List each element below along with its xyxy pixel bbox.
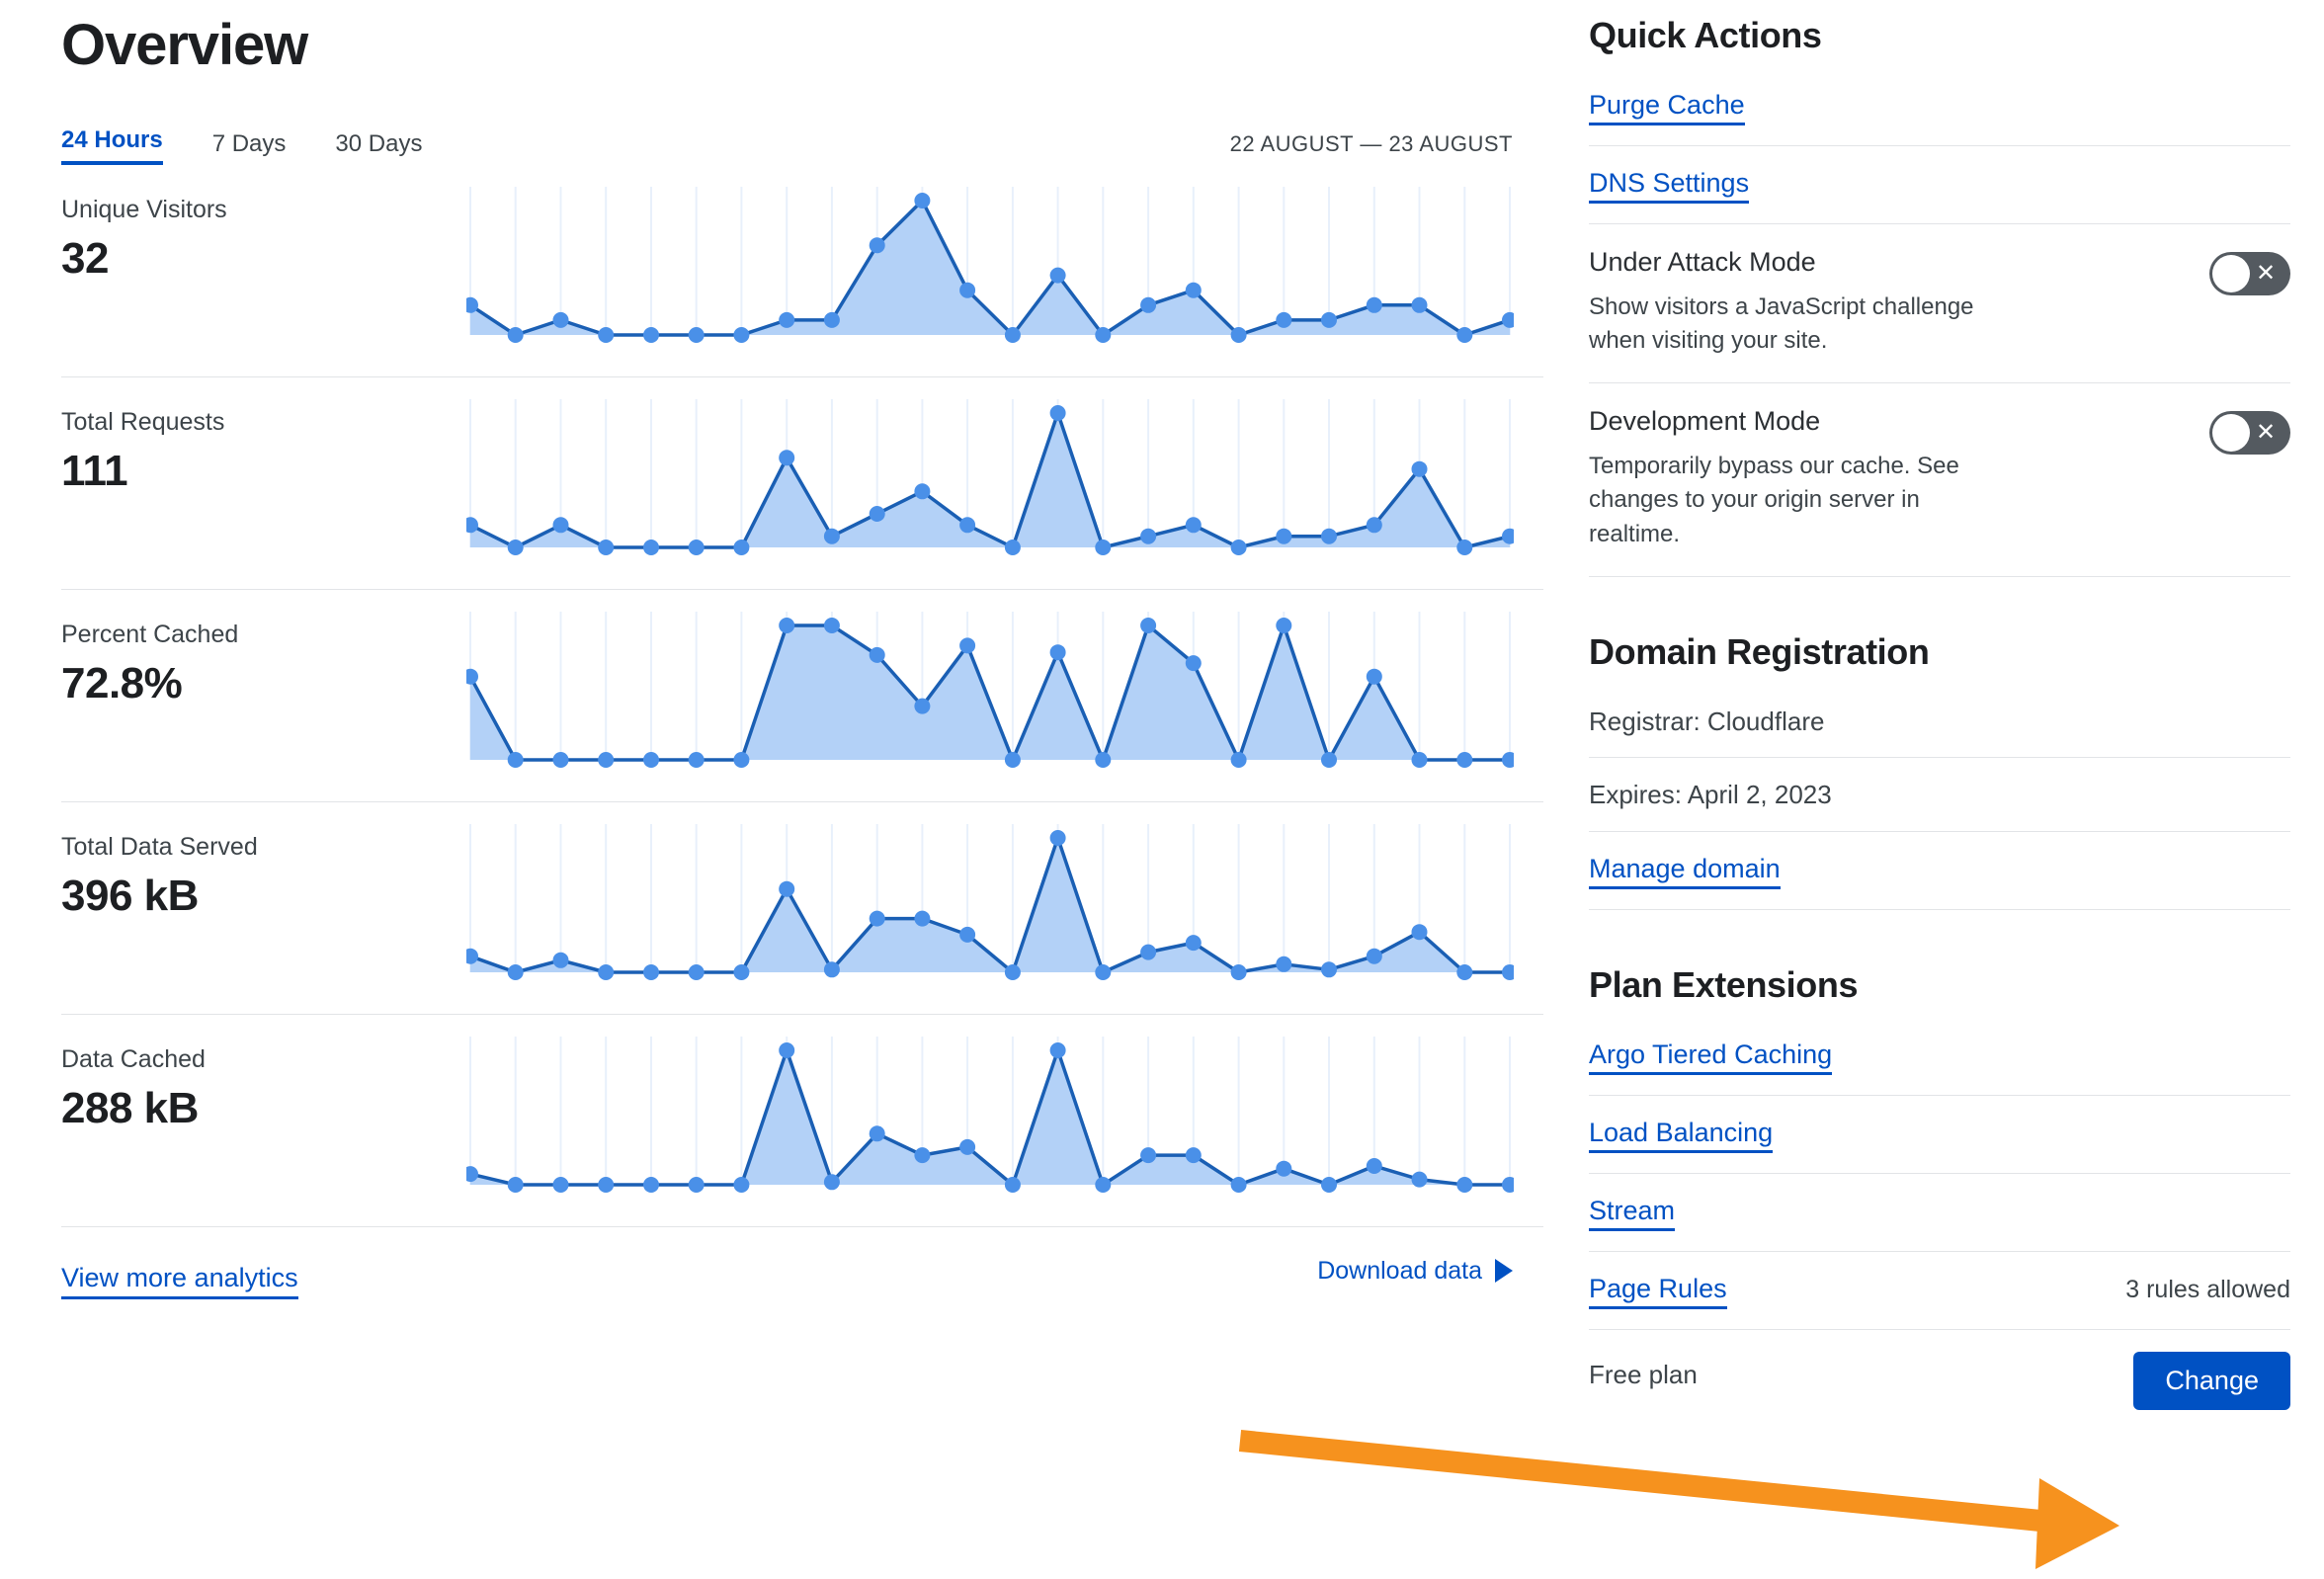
close-x-icon: ✕ bbox=[2255, 419, 2277, 447]
play-triangle-icon bbox=[1495, 1259, 1513, 1284]
metric-label: Total Requests bbox=[61, 407, 225, 436]
metric-text: Percent Cached 72.8% bbox=[61, 590, 447, 709]
under-attack-mode-title: Under Attack Mode bbox=[1589, 247, 1816, 278]
purge-cache-row: Purge Cache bbox=[1589, 56, 2290, 147]
manage-domain-row: Manage domain bbox=[1589, 832, 2290, 910]
metric-sparkline-chart bbox=[466, 604, 1514, 790]
metric-text: Total Requests 111 bbox=[61, 377, 447, 497]
metric-sparkline-chart bbox=[466, 816, 1514, 1002]
metric-row: Unique Visitors 32 bbox=[61, 165, 1543, 377]
metric-text: Data Cached 288 kB bbox=[61, 1015, 447, 1134]
download-data-label: Download data bbox=[1317, 1256, 1482, 1285]
plan-extensions-title: Plan Extensions bbox=[1589, 963, 1859, 1005]
section-spacer bbox=[1589, 910, 2290, 963]
sidebar-panel: Quick Actions Purge Cache DNS Settings U… bbox=[1589, 0, 2290, 1579]
analytics-footer: View more analytics Download data bbox=[61, 1227, 1543, 1336]
tab-30-days[interactable]: 30 Days bbox=[335, 129, 423, 157]
metric-value: 396 kB bbox=[61, 871, 199, 920]
argo-tiered-caching-row: Argo Tiered Caching bbox=[1589, 1006, 2290, 1096]
development-mode-title: Development Mode bbox=[1589, 406, 1821, 437]
development-mode-row: Development Mode Temporarily bypass our … bbox=[1589, 383, 2290, 578]
toggle-knob bbox=[2212, 414, 2250, 453]
tab-24-hours[interactable]: 24 Hours bbox=[61, 126, 163, 165]
metric-value: 288 kB bbox=[61, 1083, 199, 1132]
expires-row: Expires: April 2, 2023 bbox=[1589, 758, 2290, 832]
metric-row: Total Data Served 396 kB bbox=[61, 802, 1543, 1015]
metric-value: 72.8% bbox=[61, 658, 183, 707]
expires-value: Expires: April 2, 2023 bbox=[1589, 780, 1832, 810]
page-rules-count: 3 rules allowed bbox=[2125, 1275, 2290, 1303]
page-rules-row: Page Rules 3 rules allowed bbox=[1589, 1252, 2290, 1331]
toggle-knob bbox=[2212, 255, 2250, 293]
stream-row: Stream bbox=[1589, 1174, 2290, 1252]
date-range-label: 22 AUGUST — 23 AUGUST bbox=[1229, 130, 1513, 156]
quick-actions-section: Quick Actions Purge Cache DNS Settings U… bbox=[1589, 0, 2290, 578]
under-attack-mode-row: Under Attack Mode Show visitors a JavaSc… bbox=[1589, 224, 2290, 384]
under-attack-mode-description: Show visitors a JavaScript challenge whe… bbox=[1589, 292, 1974, 355]
tab-7-days[interactable]: 7 Days bbox=[211, 129, 287, 157]
stream-link[interactable]: Stream bbox=[1589, 1196, 1676, 1231]
domain-registration-title: Domain Registration bbox=[1589, 631, 1930, 673]
metric-row: Data Cached 288 kB bbox=[61, 1015, 1543, 1227]
argo-tiered-caching-link[interactable]: Argo Tiered Caching bbox=[1589, 1039, 1833, 1075]
quick-actions-title: Quick Actions bbox=[1589, 15, 1822, 55]
view-more-analytics-link[interactable]: View more analytics bbox=[61, 1263, 298, 1300]
metric-sparkline-chart bbox=[466, 1029, 1514, 1214]
page-title: Overview bbox=[61, 13, 308, 77]
metric-label: Total Data Served bbox=[61, 832, 258, 861]
load-balancing-row: Load Balancing bbox=[1589, 1096, 2290, 1174]
metric-value: 111 bbox=[61, 446, 128, 495]
metric-label: Unique Visitors bbox=[61, 195, 227, 223]
metric-sparkline-chart bbox=[466, 179, 1514, 365]
metric-row: Total Requests 111 bbox=[61, 377, 1543, 590]
metric-text: Total Data Served 396 kB bbox=[61, 802, 447, 922]
registrar-value: Registrar: Cloudflare bbox=[1589, 706, 1825, 737]
section-spacer bbox=[1589, 577, 2290, 630]
dns-settings-link[interactable]: DNS Settings bbox=[1589, 168, 1750, 205]
metric-row: Percent Cached 72.8% bbox=[61, 590, 1543, 802]
metric-label: Data Cached bbox=[61, 1044, 206, 1073]
under-attack-mode-toggle[interactable]: ✕ bbox=[2209, 252, 2290, 296]
close-x-icon: ✕ bbox=[2255, 260, 2277, 288]
metric-text: Unique Visitors 32 bbox=[61, 165, 447, 285]
metric-value: 32 bbox=[61, 233, 109, 283]
page-rules-link[interactable]: Page Rules bbox=[1589, 1274, 1727, 1310]
analytics-panel: Overview 24 Hours 7 Days 30 Days 22 AUGU… bbox=[61, 0, 1543, 1579]
plan-extensions-section: Plan Extensions Argo Tiered Caching Load… bbox=[1589, 963, 2290, 1439]
current-plan-label: Free plan bbox=[1589, 1360, 1698, 1390]
development-mode-description: Temporarily bypass our cache. See change… bbox=[1589, 452, 1959, 548]
time-range-tabs: 24 Hours 7 Days 30 Days 22 AUGUST — 23 A… bbox=[61, 122, 1543, 165]
purge-cache-link[interactable]: Purge Cache bbox=[1589, 90, 1745, 126]
metrics-list: Unique Visitors 32 Total Requests 111 Percen… bbox=[61, 165, 1543, 1227]
registrar-row: Registrar: Cloudflare bbox=[1589, 673, 2290, 759]
load-balancing-link[interactable]: Load Balancing bbox=[1589, 1118, 1774, 1153]
plan-footer-row: Free plan Change bbox=[1589, 1330, 2290, 1439]
dns-settings-row: DNS Settings bbox=[1589, 146, 2290, 225]
metric-sparkline-chart bbox=[466, 391, 1514, 577]
development-mode-toggle[interactable]: ✕ bbox=[2209, 411, 2290, 456]
download-data-link[interactable]: Download data bbox=[1317, 1257, 1513, 1286]
metric-label: Percent Cached bbox=[61, 620, 239, 648]
change-plan-button[interactable]: Change bbox=[2133, 1352, 2290, 1411]
domain-registration-section: Domain Registration Registrar: Cloudflar… bbox=[1589, 630, 2290, 910]
manage-domain-link[interactable]: Manage domain bbox=[1589, 854, 1781, 889]
